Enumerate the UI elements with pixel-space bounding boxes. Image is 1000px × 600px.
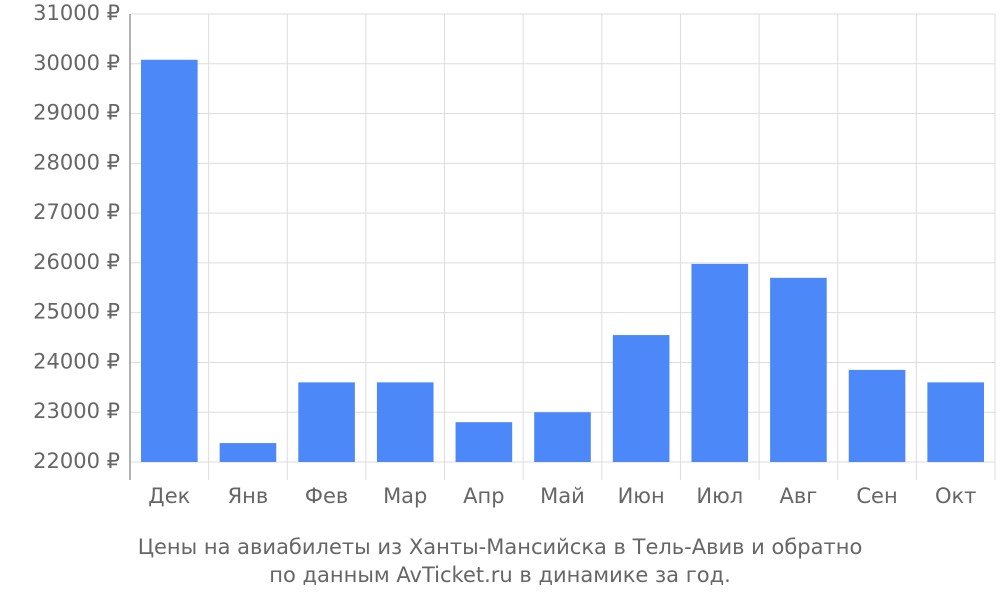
- bar: [927, 382, 984, 462]
- y-tick-label: 22000 ₽: [33, 449, 120, 473]
- bar: [219, 443, 277, 462]
- y-tick-label: 30000 ₽: [33, 51, 120, 75]
- bar: [534, 412, 591, 462]
- x-tick-label: Июн: [618, 484, 665, 508]
- bar: [455, 422, 513, 462]
- bar: [770, 277, 827, 462]
- x-tick-label: Окт: [935, 484, 976, 508]
- y-tick-label: 29000 ₽: [33, 101, 120, 125]
- y-tick-label: 24000 ₽: [33, 349, 120, 373]
- bar: [612, 335, 670, 462]
- x-tick-label: Май: [540, 484, 585, 508]
- y-tick-label: 28000 ₽: [33, 150, 120, 174]
- bar: [376, 382, 434, 462]
- y-tick-label: 31000 ₽: [33, 1, 120, 25]
- bar: [298, 382, 355, 462]
- y-tick-label: 27000 ₽: [33, 200, 120, 224]
- y-tick-label: 25000 ₽: [33, 300, 120, 324]
- x-tick-label: Авг: [780, 484, 818, 508]
- bar: [141, 59, 198, 462]
- y-tick-label: 23000 ₽: [33, 399, 120, 423]
- x-tick-label: Апр: [463, 484, 504, 508]
- x-tick-label: Дек: [148, 484, 190, 508]
- bar: [691, 263, 749, 462]
- x-tick-label: Янв: [228, 484, 269, 508]
- chart-title: по данным AvTicket.ru в динамике за год.: [269, 563, 731, 587]
- x-tick-label: Июл: [696, 484, 743, 508]
- bar: [848, 369, 906, 462]
- y-tick-label: 26000 ₽: [33, 250, 120, 274]
- x-tick-label: Фев: [305, 484, 348, 508]
- x-tick-label: Мар: [383, 484, 427, 508]
- chart-title: Цены на авиабилеты из Ханты-Мансийска в …: [138, 535, 863, 559]
- x-tick-label: Сен: [856, 484, 897, 508]
